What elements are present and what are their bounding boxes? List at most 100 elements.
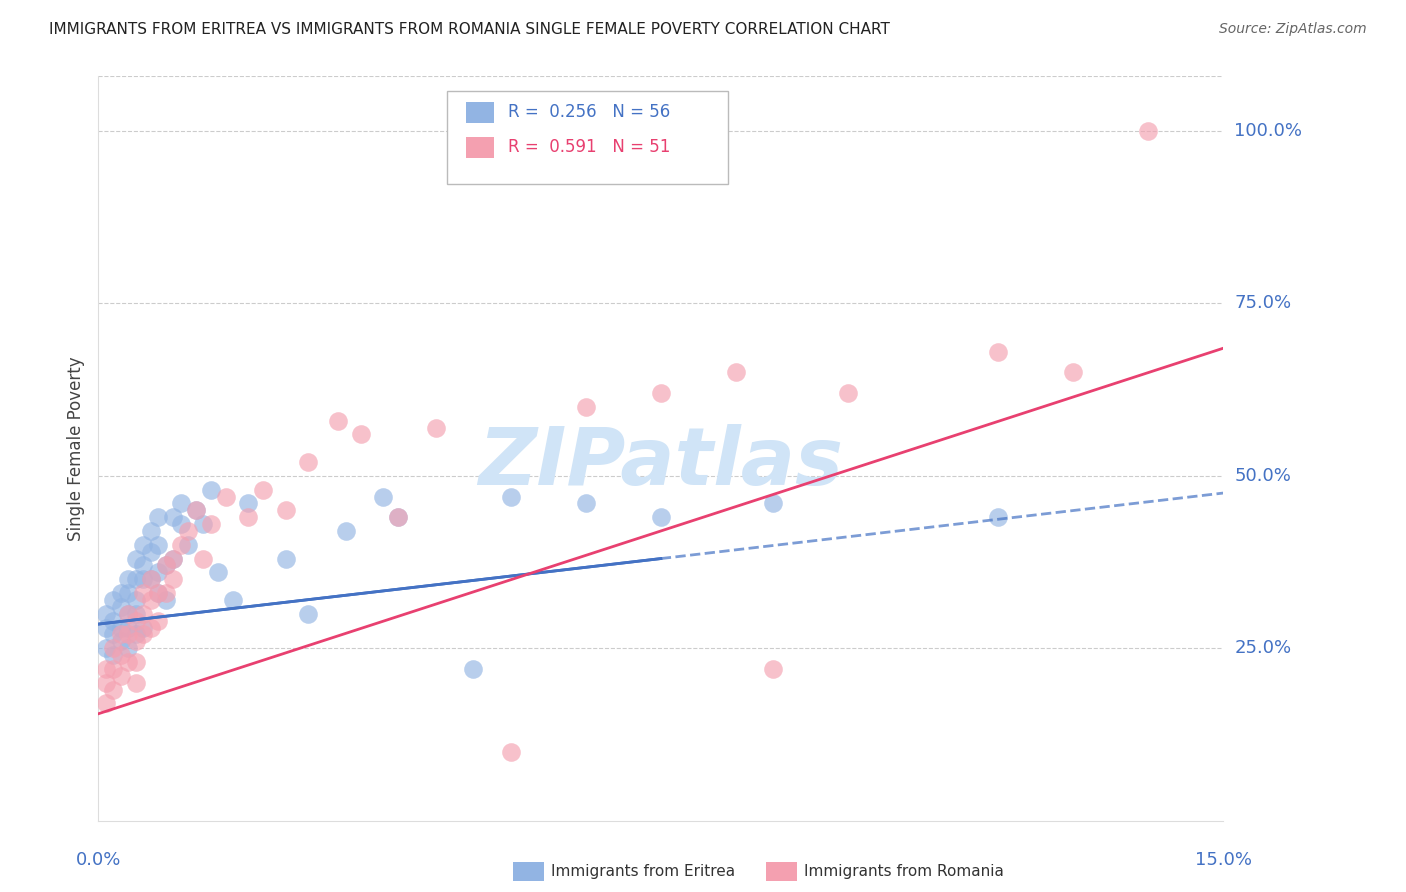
Point (110, 648, 132, 662)
Point (110, 599, 132, 614)
Point (110, 586, 132, 600)
Point (148, 510, 170, 524)
Text: Source: ZipAtlas.com: Source: ZipAtlas.com (1219, 22, 1367, 37)
Point (575, 496, 598, 510)
Point (148, 614, 170, 628)
FancyBboxPatch shape (447, 91, 728, 184)
Point (94, 607, 117, 621)
Point (238, 510, 260, 524)
Point (132, 572, 155, 586)
Point (297, 607, 319, 621)
Point (148, 538, 170, 552)
Point (222, 593, 245, 607)
Point (132, 627, 155, 641)
Point (139, 621, 162, 635)
Point (215, 490, 238, 504)
Text: 100.0%: 100.0% (1234, 122, 1302, 140)
Point (103, 641, 125, 656)
Point (132, 538, 155, 552)
Point (125, 627, 148, 641)
Point (132, 607, 155, 621)
Point (724, 365, 747, 379)
Point (162, 572, 184, 586)
Point (103, 627, 125, 641)
Point (1137, 124, 1160, 138)
Point (155, 586, 177, 600)
Point (162, 510, 184, 524)
Point (328, 414, 350, 428)
Point (499, 745, 522, 759)
Text: IMMIGRANTS FROM ERITREA VS IMMIGRANTS FROM ROMANIA SINGLE FEMALE POVERTY CORRELA: IMMIGRANTS FROM ERITREA VS IMMIGRANTS FR… (49, 22, 890, 37)
Text: 75.0%: 75.0% (1234, 294, 1292, 312)
Point (103, 662, 125, 676)
Point (125, 572, 148, 586)
Point (139, 572, 162, 586)
Point (499, 490, 522, 504)
Point (463, 662, 485, 676)
Point (94, 662, 117, 676)
Point (110, 669, 132, 683)
Point (117, 641, 139, 656)
Point (103, 614, 125, 628)
Point (837, 386, 859, 401)
Point (238, 496, 260, 510)
Point (103, 648, 125, 662)
Point (139, 524, 162, 538)
Point (177, 538, 200, 552)
Point (373, 490, 395, 504)
Point (139, 572, 162, 586)
Point (162, 551, 184, 566)
Point (193, 551, 215, 566)
Point (148, 566, 170, 580)
Point (125, 614, 148, 628)
Point (252, 483, 274, 497)
Point (139, 544, 162, 558)
Point (425, 420, 447, 434)
Point (650, 386, 672, 401)
Point (132, 586, 155, 600)
Point (125, 593, 148, 607)
Point (117, 572, 139, 586)
Point (110, 634, 132, 648)
Point (103, 682, 125, 697)
Point (148, 586, 170, 600)
Text: Immigrants from Eritrea: Immigrants from Eritrea (551, 864, 735, 879)
Point (987, 510, 1010, 524)
Point (117, 627, 139, 641)
Point (177, 524, 200, 538)
Point (117, 586, 139, 600)
Point (987, 344, 1010, 359)
Point (125, 551, 148, 566)
Text: R =  0.256   N = 56: R = 0.256 N = 56 (508, 103, 671, 121)
Point (139, 593, 162, 607)
Point (125, 675, 148, 690)
Text: 50.0%: 50.0% (1234, 467, 1291, 485)
Point (94, 697, 117, 711)
Point (117, 655, 139, 669)
Text: 25.0%: 25.0% (1234, 640, 1292, 657)
Point (117, 621, 139, 635)
Point (117, 607, 139, 621)
Point (110, 627, 132, 641)
Point (94, 675, 117, 690)
Point (170, 496, 193, 510)
Point (117, 607, 139, 621)
Point (274, 551, 297, 566)
Point (193, 517, 215, 532)
Point (762, 662, 785, 676)
Point (103, 593, 125, 607)
Point (335, 524, 357, 538)
Point (110, 621, 132, 635)
Text: R =  0.591   N = 51: R = 0.591 N = 51 (508, 138, 671, 156)
FancyBboxPatch shape (467, 136, 495, 158)
Point (184, 503, 207, 517)
Point (184, 503, 207, 517)
Y-axis label: Single Female Poverty: Single Female Poverty (66, 356, 84, 541)
Point (575, 400, 598, 414)
Point (170, 517, 193, 532)
Text: Immigrants from Romania: Immigrants from Romania (804, 864, 1004, 879)
Point (200, 483, 222, 497)
Point (125, 634, 148, 648)
Point (207, 566, 229, 580)
Point (350, 427, 373, 442)
